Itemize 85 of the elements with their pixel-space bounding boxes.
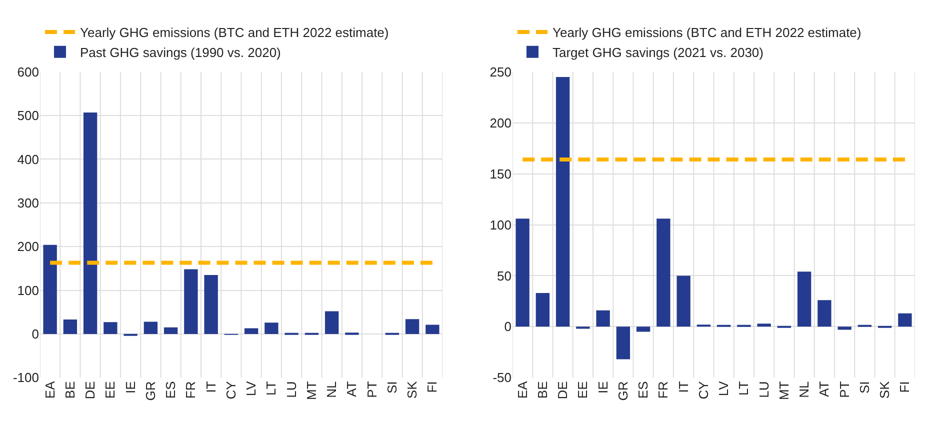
x-tick-label: LU — [284, 381, 299, 398]
y-tick-label: 150 — [490, 166, 512, 182]
x-tick-label: SK — [404, 380, 420, 399]
x-tick-label: FI — [424, 381, 440, 393]
y-tick-label: 600 — [17, 64, 39, 80]
x-tick-label: BE — [62, 380, 78, 399]
y-tick-label: 0 — [504, 319, 512, 334]
x-tick-label: NL — [796, 381, 812, 398]
x-tick-label: EE — [102, 380, 118, 399]
y-tick-label: 50 — [497, 268, 512, 284]
x-tick-label: LT — [264, 381, 279, 396]
x-tick-label: DE — [555, 380, 570, 400]
bar — [516, 218, 530, 327]
x-tick-label: EE — [575, 380, 590, 399]
x-tick-label: MT — [776, 381, 792, 400]
bar — [43, 244, 57, 334]
bar — [656, 218, 670, 327]
x-tick-label: FR — [656, 381, 671, 399]
x-tick-label: IE — [595, 380, 610, 394]
x-tick-label: AT — [344, 381, 360, 397]
x-tick-label: IT — [676, 381, 691, 393]
bar — [616, 326, 630, 360]
y-tick-label: -50 — [492, 370, 512, 386]
bar — [797, 272, 812, 327]
bar — [898, 313, 912, 327]
x-tick-label: PT — [364, 381, 380, 398]
bar — [83, 112, 98, 334]
bar — [184, 269, 198, 334]
x-tick-label: LT — [736, 381, 752, 396]
bar — [264, 322, 278, 334]
y-tick-label: 300 — [17, 195, 39, 210]
x-tick-label: CY — [696, 380, 711, 400]
x-tick-label: ES — [163, 380, 178, 399]
bar — [426, 324, 440, 334]
x-tick-label: GR — [142, 381, 158, 401]
bar — [204, 274, 218, 334]
bar — [596, 310, 610, 327]
x-tick-label: CY — [223, 380, 238, 400]
x-tick-label: LV — [716, 380, 732, 396]
x-tick-label: EA — [42, 380, 58, 399]
x-tick-label: MT — [304, 381, 319, 400]
y-tick-label: 500 — [17, 108, 39, 124]
y-tick-label: 100 — [17, 282, 39, 298]
y-tick-label: 0 — [32, 326, 39, 342]
x-tick-label: SK — [877, 380, 892, 399]
bar — [104, 322, 118, 334]
bar — [244, 328, 258, 334]
x-tick-label: GR — [615, 381, 630, 401]
bar — [164, 327, 178, 334]
x-tick-label: IT — [203, 381, 218, 393]
x-tick-label: NL — [324, 381, 340, 398]
legend-label: Past GHG savings (1990 vs. 2020) — [80, 44, 281, 60]
bar — [144, 322, 158, 334]
bar — [676, 276, 690, 327]
y-tick-label: -100 — [12, 370, 39, 386]
x-tick-label: SI — [856, 381, 872, 394]
legend-label: Target GHG savings (2021 vs. 2030) — [552, 44, 764, 60]
x-tick-label: FI — [897, 381, 912, 393]
legend-label: Yearly GHG emissions (BTC and ETH 2022 estimate) — [552, 25, 862, 40]
y-tick-label: 100 — [490, 217, 512, 232]
y-tick-label: 400 — [17, 152, 39, 167]
bar — [63, 320, 78, 334]
bar — [838, 326, 852, 330]
bar — [324, 311, 339, 334]
x-tick-label: DE — [82, 380, 98, 400]
x-tick-label: AT — [816, 381, 832, 397]
x-tick-label: FR — [183, 381, 198, 399]
bar — [757, 324, 771, 327]
x-tick-label: LU — [756, 381, 772, 398]
bar — [405, 319, 420, 334]
x-tick-label: BE — [534, 380, 550, 399]
bar — [636, 326, 650, 332]
x-tick-label: SI — [384, 381, 400, 394]
x-tick-label: LV — [244, 380, 259, 396]
bar — [818, 300, 832, 327]
y-tick-label: 200 — [490, 115, 512, 130]
x-tick-label: EA — [514, 380, 530, 399]
x-tick-label: ES — [636, 380, 651, 399]
x-tick-label: PT — [836, 381, 852, 398]
y-tick-label: 250 — [490, 64, 512, 80]
y-tick-label: 200 — [17, 239, 39, 254]
x-tick-label: IE — [122, 380, 138, 394]
legend-label: Yearly GHG emissions (BTC and ETH 2022 estimate) — [80, 25, 389, 40]
bar — [556, 76, 570, 327]
bar — [536, 293, 550, 327]
